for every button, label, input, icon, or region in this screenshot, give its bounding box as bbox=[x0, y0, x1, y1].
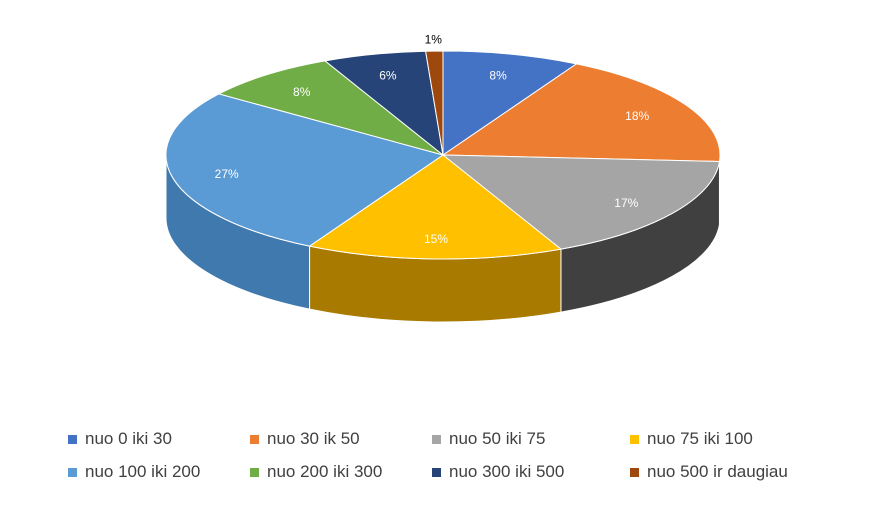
legend-swatch bbox=[432, 434, 441, 444]
data-label-7: 6% bbox=[379, 68, 397, 82]
legend-label: nuo 50 iki 75 bbox=[449, 429, 546, 448]
legend-item-8: nuo 500 ir daugiau bbox=[630, 461, 840, 483]
pie-slice-5 bbox=[165, 93, 445, 247]
legend-label: nuo 30 ik 50 bbox=[267, 429, 360, 448]
pie-slice-8 bbox=[425, 50, 444, 156]
pie-slice-1 bbox=[442, 50, 578, 156]
chart-legend: nuo 0 iki 30 nuo 30 ik 50 nuo 50 iki 75 nuo… bbox=[68, 428, 848, 483]
legend-label: nuo 500 ir daugiau bbox=[647, 462, 788, 481]
pie-slice-6 bbox=[217, 60, 444, 156]
legend-item-4: nuo 75 iki 100 bbox=[630, 428, 840, 450]
pie-slice-3 bbox=[441, 154, 721, 250]
pie-data-labels: 8% 18% 17% 15% 27% 8% 6% 1% bbox=[215, 33, 650, 247]
legend-item-7: nuo 300 iki 500 bbox=[432, 461, 630, 483]
pie-top-slices bbox=[165, 50, 721, 260]
data-label-8: 1% bbox=[425, 33, 443, 47]
legend-swatch bbox=[630, 434, 639, 444]
legend-label: nuo 300 iki 500 bbox=[449, 462, 565, 481]
data-label-2: 18% bbox=[625, 109, 649, 123]
legend-item-5: nuo 100 iki 200 bbox=[68, 461, 250, 483]
legend-label: nuo 100 iki 200 bbox=[85, 462, 201, 481]
legend-item-1: nuo 0 iki 30 bbox=[68, 428, 250, 450]
legend-label: nuo 200 iki 300 bbox=[267, 462, 383, 481]
legend-swatch bbox=[432, 467, 441, 477]
legend-label: nuo 0 iki 30 bbox=[85, 429, 172, 448]
data-label-5: 27% bbox=[215, 167, 239, 181]
legend-swatch bbox=[68, 434, 77, 444]
pie-side-walls bbox=[165, 154, 721, 323]
legend-swatch bbox=[250, 434, 259, 444]
legend-label: nuo 75 iki 100 bbox=[647, 429, 753, 448]
legend-item-2: nuo 30 ik 50 bbox=[250, 428, 432, 450]
legend-item-6: nuo 200 iki 300 bbox=[250, 461, 432, 483]
legend-swatch bbox=[68, 467, 77, 477]
pie-slice-2 bbox=[441, 63, 721, 163]
pie-chart-plot: 8% 18% 17% 15% 27% 8% 6% 1% bbox=[165, 33, 721, 323]
data-label-3: 17% bbox=[614, 196, 638, 210]
pie-slice-4 bbox=[308, 154, 563, 260]
data-label-1: 8% bbox=[489, 68, 507, 82]
data-label-4: 15% bbox=[424, 232, 448, 246]
legend-swatch bbox=[250, 467, 259, 477]
legend-item-3: nuo 50 iki 75 bbox=[432, 428, 630, 450]
legend-swatch bbox=[630, 467, 639, 477]
data-label-6: 8% bbox=[293, 85, 311, 99]
